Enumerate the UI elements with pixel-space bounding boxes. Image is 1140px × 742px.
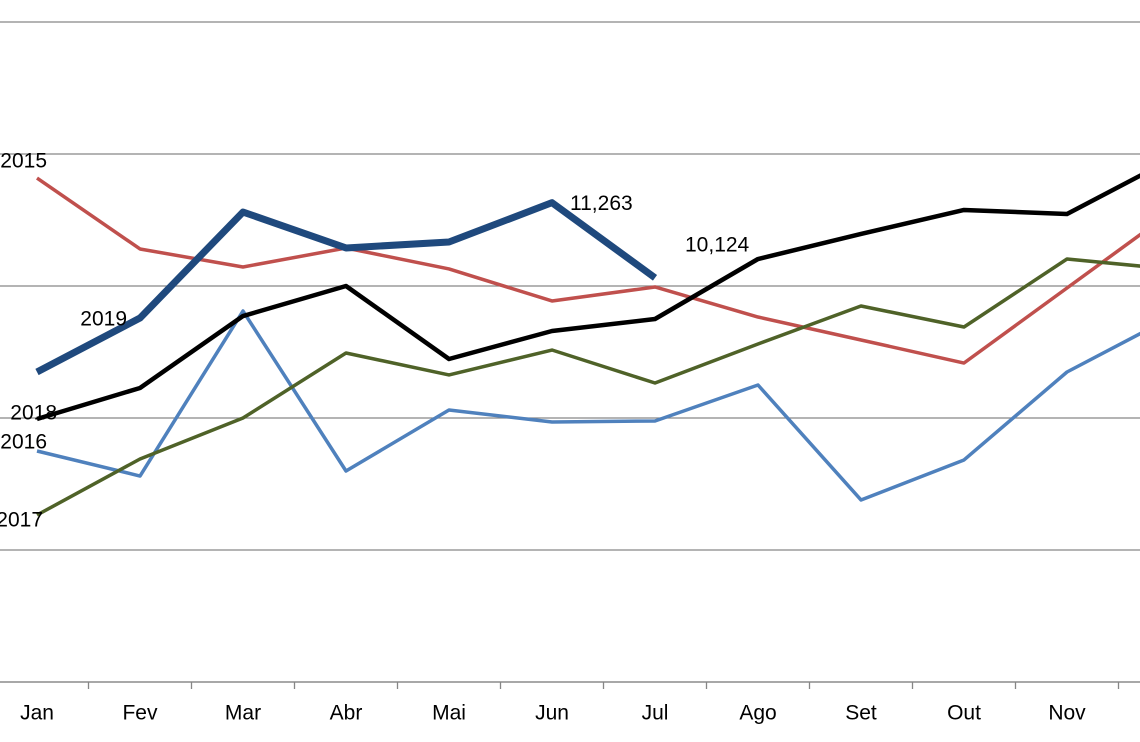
x-tick-label: Jun — [535, 702, 569, 725]
series-line — [36, 309, 1140, 502]
x-tick-label: Nov — [1048, 702, 1086, 725]
data-label: 11,263 — [570, 192, 633, 215]
x-tick-label: Jul — [642, 702, 669, 725]
series-line — [36, 176, 1140, 365]
series-label: 2016 — [0, 431, 47, 454]
x-tick-label: Mai — [432, 702, 466, 725]
data-label: 10,124 — [685, 233, 750, 256]
x-tick-label: Set — [845, 702, 877, 725]
x-tick-label: Abr — [330, 702, 363, 725]
series-line — [35, 199, 658, 376]
x-tick-label: Mar — [225, 702, 261, 725]
series-label: 2019 — [80, 308, 127, 331]
series-label: 2015 — [0, 150, 47, 173]
x-tick-label: Fev — [122, 702, 158, 725]
x-tick-label: Ago — [739, 702, 776, 725]
series-line — [36, 257, 1140, 517]
x-tick-label: Jan — [20, 702, 54, 725]
series-label: 2018 — [10, 402, 57, 425]
x-tick-label: Out — [947, 702, 981, 725]
series-label: 2017 — [0, 509, 43, 532]
series-line — [36, 173, 1140, 422]
